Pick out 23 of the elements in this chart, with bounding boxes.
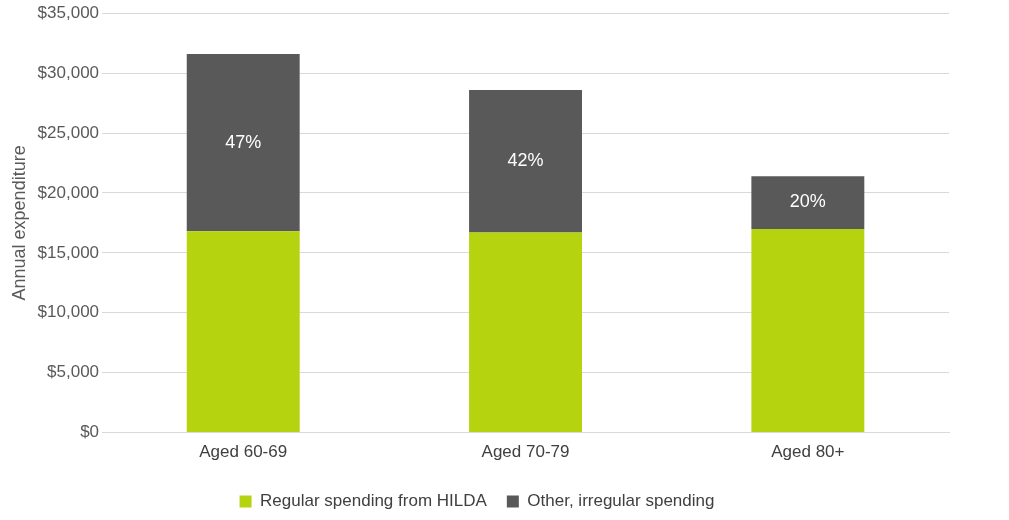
y-tick-label: $20,000 [37,182,100,202]
bar [186,53,300,232]
y-tick-label: $35,000 [37,2,100,22]
bar [751,228,865,433]
x-tick-label: Aged 80+ [771,442,845,462]
y-tick-label: $0 [80,422,100,442]
x-tick-label: Aged 70-79 [481,442,570,462]
y-axis-title: Annual expenditure [8,145,29,301]
x-tick-label: Aged 60-69 [199,442,288,462]
y-tick-label: $15,000 [37,242,100,262]
bar [186,231,300,433]
legend-label: Regular spending from HILDA [260,491,488,511]
y-tick-label: $10,000 [37,302,100,322]
bar [469,232,582,433]
y-tick-label: $25,000 [37,122,100,142]
y-tick-label: $30,000 [37,62,100,82]
bar [469,89,582,233]
annotation: 20% [789,191,826,212]
legend-label: Other, irregular spending [527,491,715,511]
annotation: 47% [225,131,262,152]
annotation: 42% [507,150,544,171]
bar [751,176,865,229]
y-tick-label: $5,000 [47,362,100,382]
